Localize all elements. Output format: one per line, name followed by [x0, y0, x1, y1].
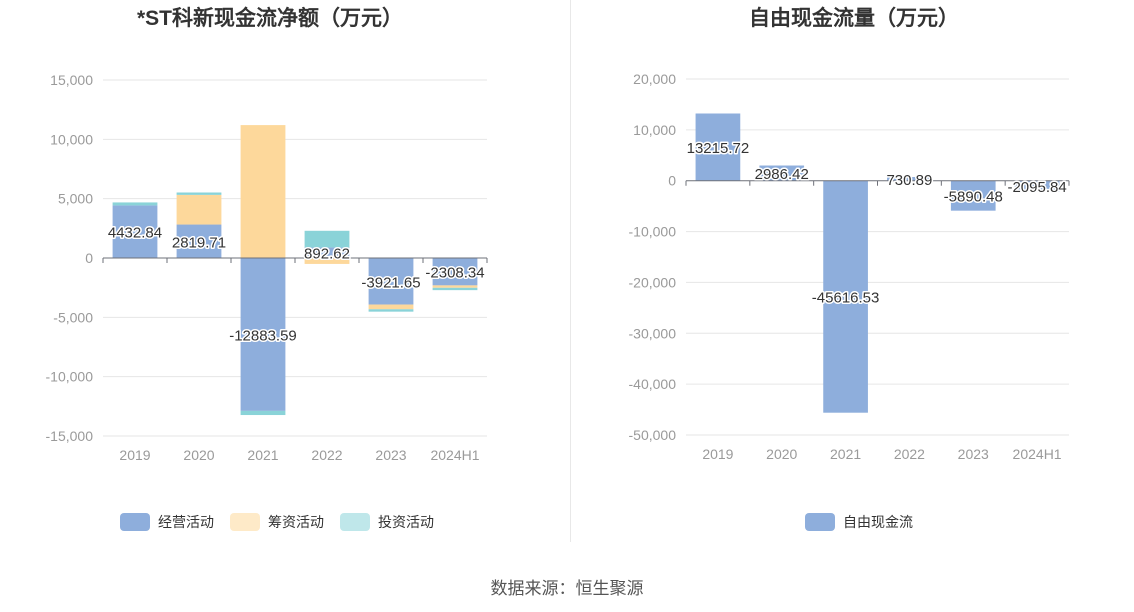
legend-label: 自由现金流 — [843, 514, 913, 530]
bar-2023-series-0 — [368, 258, 414, 305]
y-tick-label: -5,000 — [53, 309, 93, 325]
legend-label: 投资活动 — [378, 514, 434, 530]
y-tick-label: -10,000 — [629, 224, 677, 240]
data-label: 4432.84 — [108, 225, 162, 242]
data-label: -3921.65 — [361, 274, 420, 291]
y-tick-label: 0 — [668, 173, 676, 189]
x-tick-label: 2019 — [119, 447, 150, 463]
data-label: 13215.72 — [687, 140, 750, 157]
x-tick-label: 2023 — [375, 447, 406, 463]
y-tick-label: 20,000 — [633, 71, 676, 87]
legend-label: 筹资活动 — [268, 514, 324, 530]
y-tick-label: 15,000 — [50, 72, 93, 88]
x-tick-label: 2019 — [702, 446, 733, 462]
cash-flow-net-chart-svg: *ST科新现金流净额（万元） 15,000 10,000 5,000 0 -5,000 -1… — [46, 6, 488, 531]
bar-2019-series-0 — [695, 113, 741, 181]
chart-title: *ST科新现金流净额（万元） — [137, 6, 403, 30]
data-label: -2308.34 — [425, 265, 484, 282]
bar-2021-series-0 — [823, 180, 868, 413]
y-tick-label: -20,000 — [629, 274, 677, 290]
legend-swatch — [805, 513, 835, 531]
y-tick-label: -50,000 — [629, 427, 677, 443]
data-label: 892.62 — [304, 246, 350, 263]
data-label: 2819.71 — [172, 234, 226, 251]
bar-2022-series-0 — [304, 247, 350, 258]
legend-swatch — [340, 513, 370, 531]
cash-flow-net-chart: *ST科新现金流净额（万元） 15,000 10,000 5,000 0 -5,000 -1… — [0, 0, 570, 545]
data-label: -45616.53 — [812, 290, 880, 307]
bar-2019-series-0 — [112, 205, 158, 258]
x-tick-label: 2022 — [311, 447, 342, 463]
x-tick-label: 2022 — [894, 446, 925, 462]
bar-2020-series-0 — [759, 165, 805, 181]
bar-2020-series-1 — [176, 194, 222, 225]
legend-item-1: 筹资活动 — [230, 513, 324, 531]
x-tick-label: 2023 — [958, 446, 989, 462]
x-tick-label: 2021 — [830, 446, 861, 462]
x-tick-label: 2024H1 — [1013, 446, 1062, 462]
x-tick-label: 2020 — [766, 446, 797, 462]
free-cash-flow-chart: 自由现金流量（万元） 20,000 10,000 0 -10,000 -20,000 -30… — [571, 0, 1134, 545]
y-tick-label: 5,000 — [58, 191, 93, 207]
x-tick-label: 2024H1 — [430, 447, 479, 463]
legend-item-0: 自由现金流 — [805, 513, 913, 531]
bar-2021-series-2 — [240, 410, 286, 416]
bar-2024H1-series-0 — [432, 258, 478, 286]
bar-2023-series-2 — [368, 309, 414, 312]
y-tick-label: -40,000 — [629, 376, 677, 392]
data-label: 730.89 — [886, 172, 932, 189]
bar-2020-series-0 — [176, 224, 222, 258]
bar-2024H1-series-1 — [432, 285, 478, 288]
data-label: -5890.48 — [944, 189, 1003, 206]
bar-2022-series-0 — [887, 176, 932, 181]
legend-item-0: 经营活动 — [120, 513, 214, 531]
bar-2020-series-2 — [176, 192, 222, 195]
bar-2024H1-series-2 — [432, 287, 478, 291]
free-cash-flow-chart-svg: 自由现金流量（万元） 20,000 10,000 0 -10,000 -20,000 -30… — [629, 6, 1070, 531]
data-source-label: 数据来源：恒生聚源 — [490, 579, 644, 598]
y-tick-label: 0 — [85, 250, 93, 266]
bar-2023-series-1 — [368, 304, 414, 310]
data-label: -2095.84 — [1007, 179, 1066, 196]
bar-2022-series-1 — [304, 258, 350, 264]
bar-2023-series-0 — [950, 180, 996, 211]
y-tick-label: -10,000 — [46, 369, 94, 385]
bar-2024H1-series-0 — [1014, 180, 1060, 192]
y-tick-label: 10,000 — [633, 122, 676, 138]
legend-label: 经营活动 — [158, 514, 214, 530]
legend-swatch — [230, 513, 260, 531]
bar-2021-series-1 — [240, 125, 286, 259]
chart-divider — [570, 0, 571, 542]
x-tick-label: 2020 — [183, 447, 214, 463]
x-tick-label: 2021 — [247, 447, 278, 463]
y-tick-label: -30,000 — [629, 325, 677, 341]
data-label: -12883.59 — [229, 327, 297, 344]
y-tick-label: 10,000 — [50, 131, 93, 147]
chart-title: 自由现金流量（万元） — [749, 6, 959, 30]
y-tick-label: -15,000 — [46, 428, 94, 444]
bar-2022-series-2 — [304, 230, 350, 248]
data-label: 2986.42 — [755, 166, 809, 183]
bar-2021-series-0 — [240, 258, 286, 411]
legend-swatch — [120, 513, 150, 531]
legend-item-2: 投资活动 — [340, 513, 434, 531]
bar-2019-series-2 — [112, 202, 158, 206]
